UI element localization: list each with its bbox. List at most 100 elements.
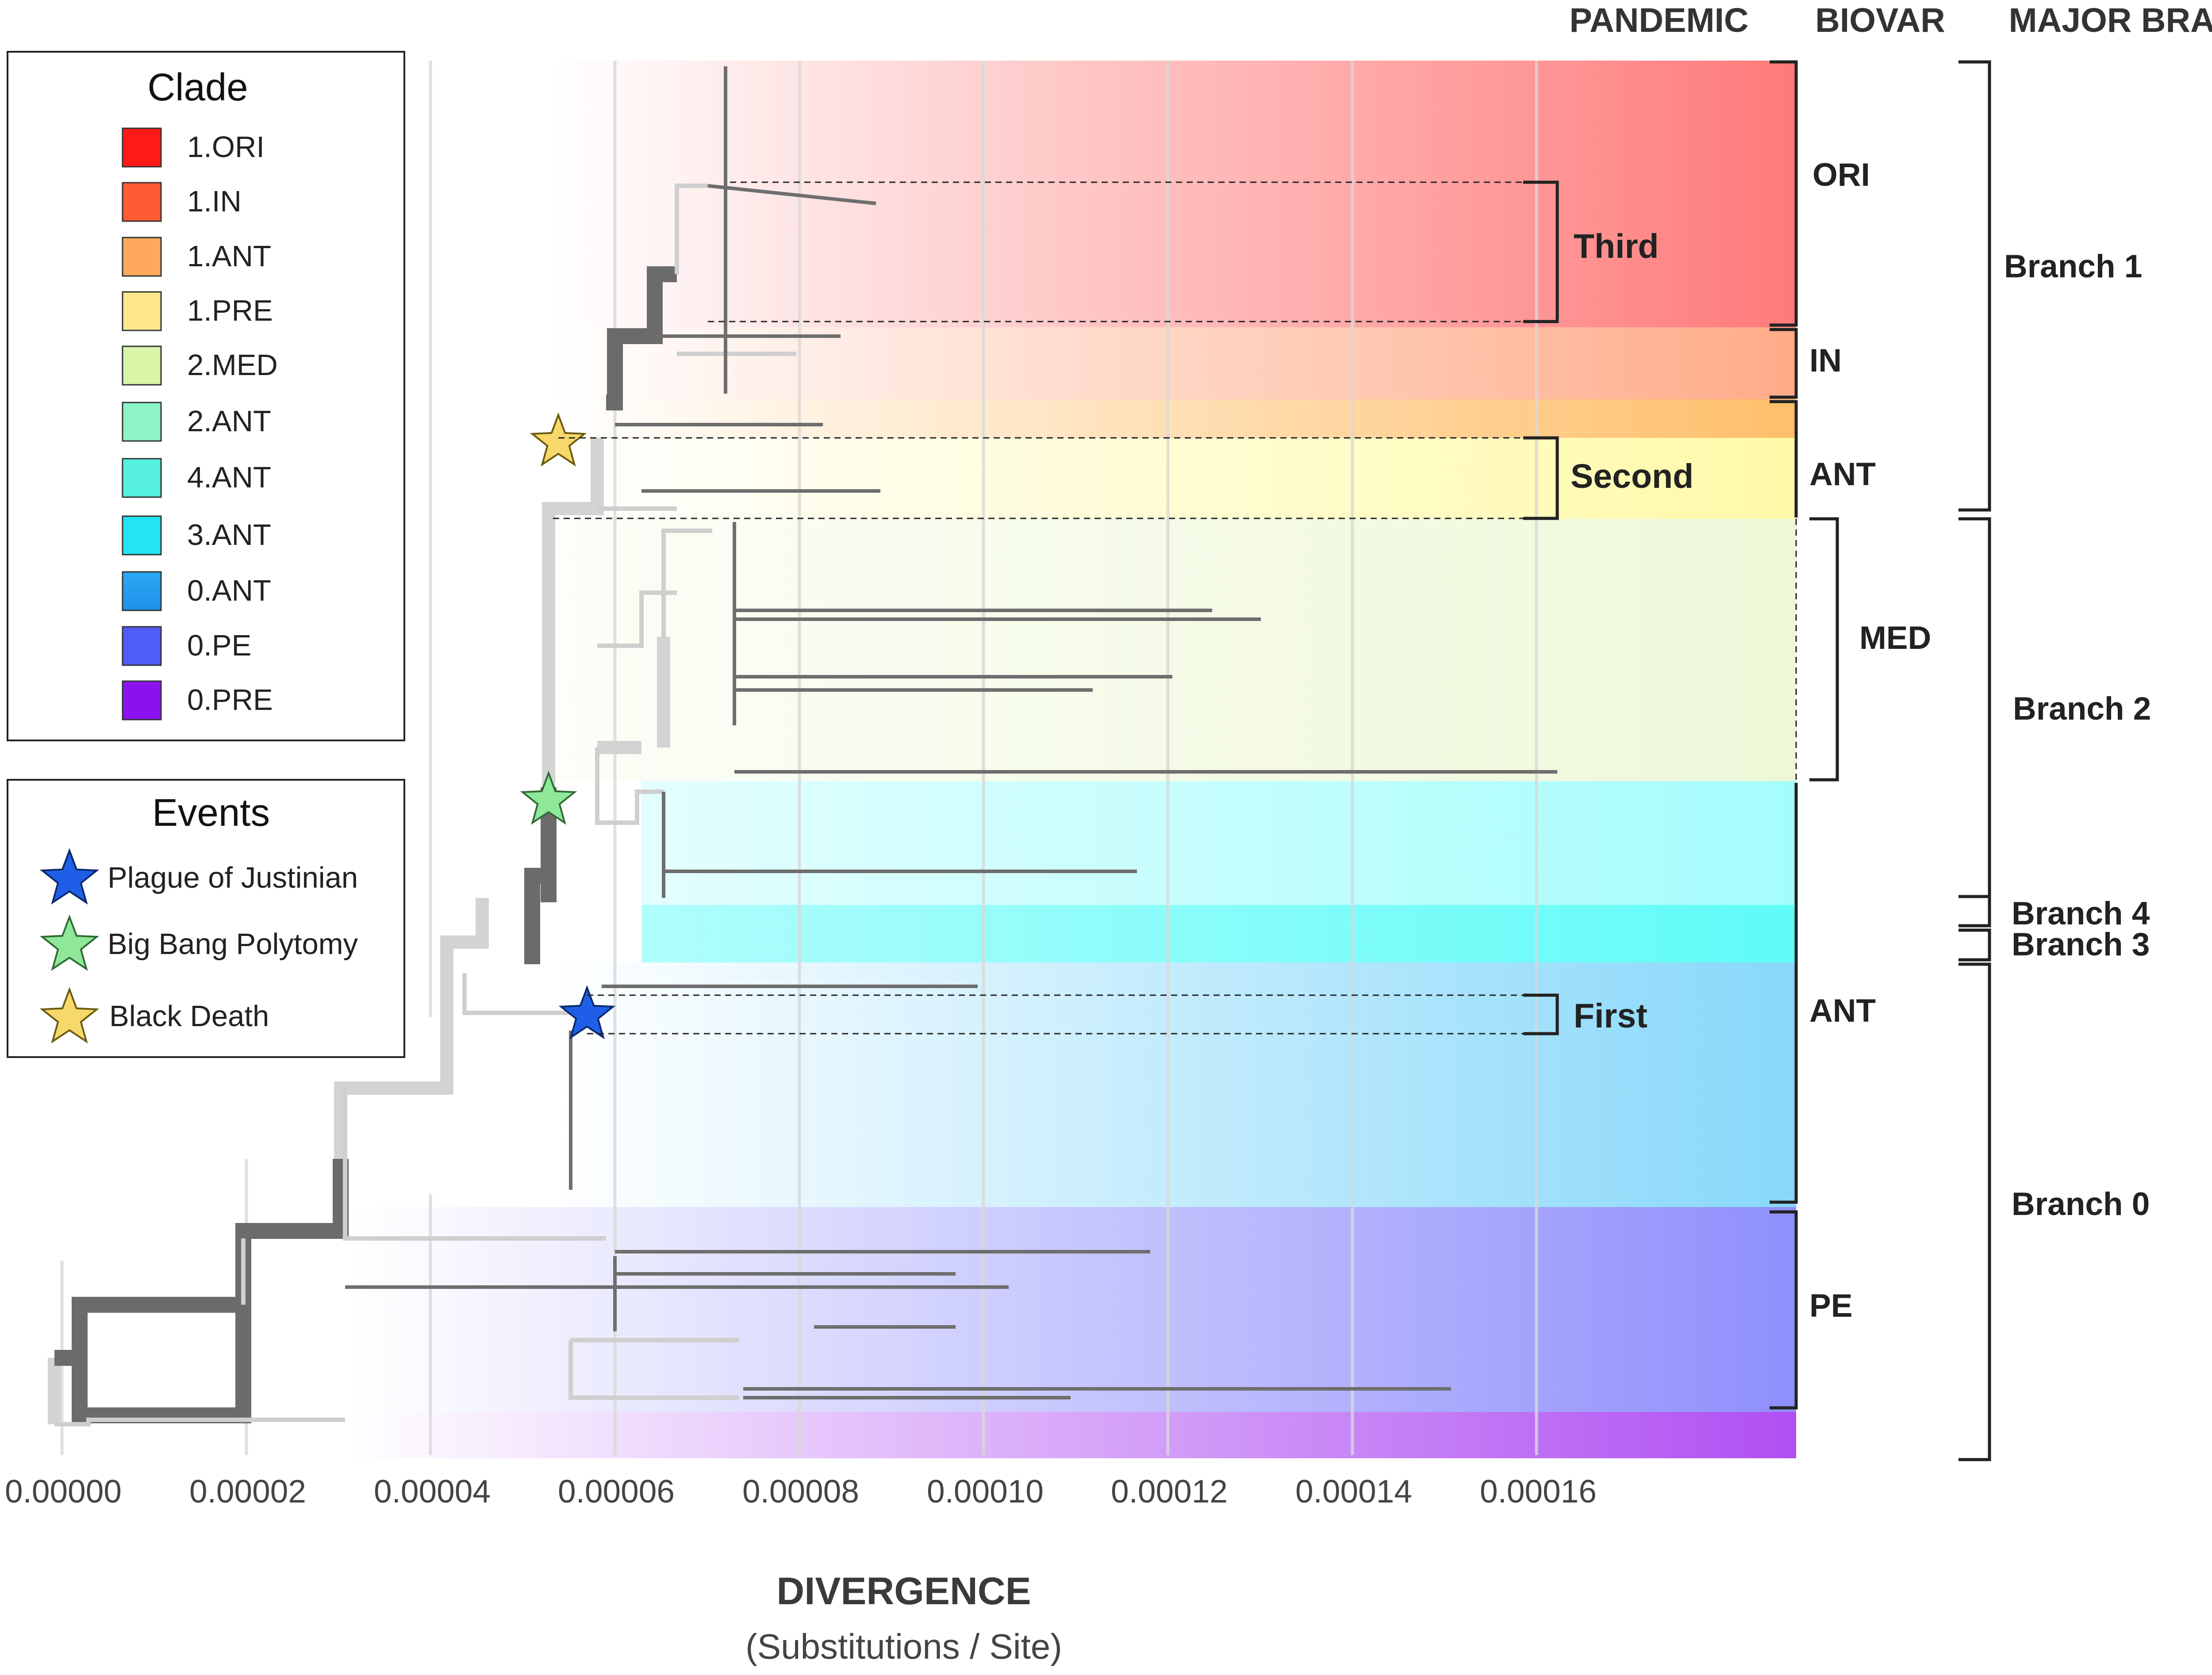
x-axis-title: DIVERGENCE [776, 1570, 1031, 1613]
band-1-pre [553, 438, 1796, 519]
band-4-3-ant [641, 905, 1796, 962]
clade-legend-box [7, 51, 405, 741]
x-tick-label: 0.00000 [5, 1474, 122, 1510]
blue-star-icon [39, 848, 100, 905]
bracket-biovar-1-ant [1770, 400, 1798, 517]
plague-of-justinian-star-icon [558, 985, 616, 1039]
grid-lines [60, 61, 1538, 1455]
branches-light [54, 184, 796, 1426]
clade-swatch-1-ori [122, 127, 162, 168]
clade-legend-label: 2.ANT [187, 405, 271, 438]
x-tick-label: 0.00006 [558, 1474, 675, 1510]
biovar-label: PE [1809, 1288, 1852, 1324]
black-death-star-icon [530, 412, 587, 467]
band-1-ori [553, 61, 1796, 327]
bracket-biovar-pe [1770, 1210, 1798, 1410]
clade-swatch-2-ant [122, 402, 162, 442]
biovar-labels: ORI IN ANT MED ANT PE [1809, 157, 1931, 1324]
bracket-second [1523, 436, 1559, 520]
x-axis: 0.00000 0.00002 0.00004 0.00006 0.00008 … [5, 1474, 1597, 1666]
clade-swatch-1-in [122, 182, 162, 222]
pandemic-label: Second [1571, 457, 1694, 495]
pandemic-dashed-lines [553, 181, 1797, 1035]
clade-legend-label: 2.MED [187, 349, 278, 382]
x-tick-label: 0.00010 [927, 1474, 1044, 1510]
clade-legend-label: 1.PRE [187, 294, 273, 327]
green-star-icon [39, 914, 100, 971]
biovar-brackets [1770, 60, 1839, 1410]
clade-legend: Clade 1.ORI 1.IN 1.ANT 1.PRE 2.MED 2.ANT… [7, 51, 405, 741]
clade-legend-label: 3.ANT [187, 518, 271, 552]
clade-swatch-0-pre [122, 680, 162, 721]
bracket-branch-3 [1959, 928, 1991, 962]
events-legend-title: Events [152, 791, 270, 834]
bracket-branch-0 [1959, 962, 1991, 1461]
pandemic-label: Third [1574, 227, 1659, 265]
x-axis-subtitle: (Substitutions / Site) [745, 1627, 1062, 1666]
clade-swatch-1-pre [122, 291, 162, 331]
clade-legend-label: 4.ANT [187, 461, 271, 494]
bracket-biovar-in [1770, 328, 1798, 399]
big-bang-polytomy-star-icon [520, 770, 577, 825]
biovar-label: MED [1859, 620, 1931, 656]
major-branch-label: Branch 4 [2012, 896, 2150, 931]
bracket-third [1523, 180, 1559, 323]
x-tick-label: 0.00004 [374, 1474, 491, 1510]
clade-legend-label: 1.ORI [187, 130, 265, 164]
pandemic-brackets [1523, 180, 1559, 1035]
clade-legend-label: 0.PRE [187, 683, 273, 717]
x-tick-label: 0.00002 [189, 1474, 306, 1510]
clade-legend-label: 1.ANT [187, 240, 271, 273]
clade-swatch-2-med [122, 345, 162, 386]
band-0-pe [349, 1207, 1796, 1412]
header-major-branch: MAJOR BRANCH [2008, 1, 2212, 39]
clade-legend-label: 0.ANT [187, 574, 271, 607]
major-branch-brackets [1959, 60, 1991, 1461]
biovar-label: IN [1809, 343, 1842, 379]
events-legend-label: Plague of Justinian [108, 861, 358, 894]
yellow-star-icon [39, 987, 100, 1044]
events-legend-label: Black Death [109, 1000, 269, 1033]
x-tick-label: 0.00016 [1480, 1474, 1597, 1510]
bracket-biovar-0-ant [1770, 783, 1798, 1204]
band-1-in [553, 327, 1796, 399]
bracket-branch-4 [1959, 895, 1991, 928]
clade-legend-label: 1.IN [187, 185, 242, 218]
major-branch-label: Branch 0 [2012, 1186, 2150, 1222]
pandemic-labels: Third Second First [1571, 227, 1694, 1035]
branches-dark [345, 66, 1557, 1399]
clade-legend-title: Clade [147, 66, 248, 109]
events-legend: Events Plague of Justinian Big Bang Poly… [7, 779, 405, 1058]
clade-swatch-1-ant [122, 237, 162, 277]
major-branch-label: Branch 3 [2012, 927, 2150, 962]
x-tick-label: 0.00008 [742, 1474, 859, 1510]
band-2-ant [641, 781, 1796, 905]
bracket-branch-2 [1959, 517, 1991, 898]
phylogenetic-tree [48, 66, 1557, 1426]
biovar-label: ORI [1813, 157, 1870, 193]
biovar-label: ANT [1809, 993, 1876, 1029]
band-0-ant [553, 962, 1796, 1207]
header-biovar: BIOVAR [1815, 1, 1945, 39]
bracket-branch-1 [1959, 60, 1991, 512]
x-tick-label: 0.00012 [1111, 1474, 1228, 1510]
band-1-ant [553, 399, 1796, 438]
clade-swatch-0-ant [122, 571, 162, 611]
band-2-med [553, 519, 1796, 781]
header-pandemic: PANDEMIC [1570, 1, 1749, 39]
clade-swatch-0-pe [122, 626, 162, 666]
major-branch-labels: Branch 1 Branch 2 Branch 4 Branch 3 Bran… [2004, 249, 2151, 1222]
pandemic-label: First [1574, 997, 1647, 1035]
backbone-light [48, 438, 670, 1424]
clade-bands [349, 61, 1796, 1458]
tree-event-markers [520, 412, 616, 1039]
events-legend-label: Big Bang Polytomy [108, 928, 358, 961]
x-tick-label: 0.00014 [1295, 1474, 1412, 1510]
band-0-pre [349, 1412, 1796, 1458]
clade-swatch-4-ant [122, 458, 162, 498]
major-branch-label: Branch 2 [2013, 691, 2151, 727]
clade-legend-label: 0.PE [187, 629, 251, 662]
bracket-biovar-ori [1770, 60, 1798, 327]
clade-swatch-3-ant [122, 515, 162, 556]
